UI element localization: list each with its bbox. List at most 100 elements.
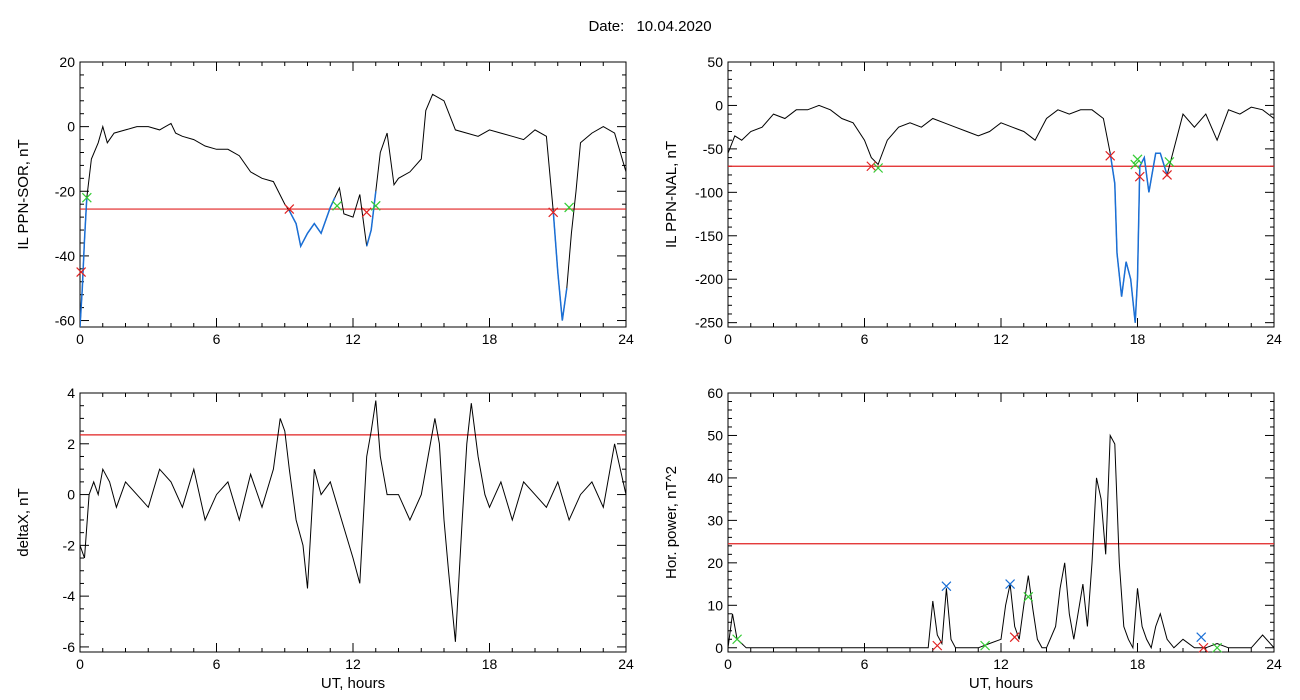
y-tick-label: -40: [55, 248, 75, 264]
y-tick-label: -2: [63, 537, 76, 553]
y-tick-label: -150: [695, 228, 723, 244]
series-line: [728, 104, 1274, 323]
x-tick-label: 18: [1130, 656, 1146, 672]
x-marker: [1212, 642, 1223, 653]
x-tick-label: 0: [76, 656, 84, 672]
x-marker-stroke: [1005, 579, 1016, 589]
x-tick-label: 6: [213, 656, 221, 672]
highlight-segment: [365, 191, 377, 247]
x-marker: [1130, 159, 1141, 170]
y-tick-label: 0: [67, 119, 75, 135]
x-marker: [1005, 579, 1016, 589]
y-tick-label: -50: [703, 141, 723, 157]
x-tick-label: 6: [861, 656, 869, 672]
plot-frame: [727, 61, 1275, 328]
x-tick-label: 24: [1266, 331, 1282, 347]
x-marker: [548, 207, 559, 218]
x-marker-stroke: [564, 202, 575, 213]
y-tick-label: 20: [707, 555, 723, 571]
plot-frame: [79, 392, 627, 653]
x-marker: [332, 200, 342, 211]
plot-area: [80, 93, 626, 327]
x-marker: [361, 207, 372, 218]
highlight-segment: [288, 197, 336, 249]
y-tick-label: -60: [55, 313, 75, 329]
x-marker-stroke: [1196, 632, 1207, 643]
highlight-segment: [1109, 152, 1168, 323]
x-marker: [564, 202, 575, 213]
y-tick-label: -100: [695, 184, 723, 200]
y-tick-label: 2: [67, 436, 75, 452]
x-marker: [980, 640, 990, 651]
y-tick-label: -250: [695, 315, 723, 331]
x-marker-stroke: [1134, 171, 1145, 182]
x-tick-label: 24: [618, 656, 634, 672]
x-marker: [1164, 156, 1175, 167]
x-marker-stroke: [866, 161, 877, 172]
x-marker: [1023, 591, 1034, 602]
x-tick-label: 12: [993, 656, 1009, 672]
series-line: [80, 400, 626, 642]
date-header: Date: 10.04.2020: [0, 18, 1300, 35]
date-label: Date:: [588, 18, 625, 35]
series-line: [80, 93, 626, 327]
x-marker-stroke: [1164, 156, 1175, 167]
x-marker-stroke: [1162, 170, 1172, 180]
highlight-segment: [80, 197, 88, 327]
x-marker: [81, 192, 92, 203]
x-tick-label: 0: [76, 331, 84, 347]
x-axis-label: UT, hours: [321, 675, 385, 692]
y-tick-label: 4: [67, 385, 75, 401]
x-marker-stroke: [81, 192, 92, 203]
x-marker: [284, 204, 295, 214]
x-marker-stroke: [980, 640, 990, 651]
x-marker-stroke: [1132, 154, 1143, 165]
x-marker: [941, 581, 952, 592]
x-marker: [1198, 642, 1209, 653]
x-marker: [1162, 170, 1172, 180]
x-marker-stroke: [932, 640, 943, 651]
x-marker-stroke: [1198, 642, 1209, 653]
x-marker: [1134, 171, 1145, 182]
y-tick-label: 0: [715, 640, 723, 656]
x-marker-stroke: [284, 204, 295, 214]
x-marker-stroke: [1105, 150, 1116, 161]
y-tick-label: 0: [715, 97, 723, 113]
x-axis-label: UT, hours: [969, 675, 1033, 692]
x-tick-label: 6: [213, 331, 221, 347]
x-marker-stroke: [1023, 591, 1034, 602]
x-tick-label: 0: [724, 331, 732, 347]
y-tick-label: 50: [707, 54, 723, 70]
y-tick-label: 20: [59, 54, 75, 70]
x-marker-stroke: [361, 207, 372, 218]
x-marker: [370, 200, 381, 211]
x-marker-stroke: [941, 581, 952, 592]
y-tick-label: 30: [707, 512, 723, 528]
x-marker: [1132, 154, 1143, 165]
x-marker: [732, 634, 743, 645]
x-marker: [1105, 150, 1116, 161]
x-marker-stroke: [76, 267, 87, 277]
x-marker-stroke: [1130, 159, 1141, 170]
plot-area: [80, 400, 626, 642]
x-tick-label: 18: [1130, 331, 1146, 347]
x-tick-label: 12: [993, 331, 1009, 347]
x-tick-label: 24: [1266, 656, 1282, 672]
x-tick-label: 0: [724, 656, 732, 672]
x-marker-stroke: [873, 163, 884, 173]
x-marker-stroke: [1009, 632, 1020, 643]
plot-area: [728, 104, 1274, 323]
plot-frame: [79, 61, 627, 328]
x-tick-label: 12: [345, 656, 361, 672]
x-marker: [76, 267, 87, 277]
x-marker: [932, 640, 943, 651]
x-marker: [873, 163, 884, 173]
x-tick-label: 24: [618, 331, 634, 347]
series-line: [728, 433, 1274, 650]
y-tick-label: 10: [707, 597, 723, 613]
y-tick-label: 60: [707, 385, 723, 401]
y-axis-label: IL PPN-NAL, nT: [663, 141, 680, 248]
date-value: 10.04.2020: [636, 18, 712, 35]
y-axis-label: IL PPN-SOR, nT: [15, 139, 32, 249]
